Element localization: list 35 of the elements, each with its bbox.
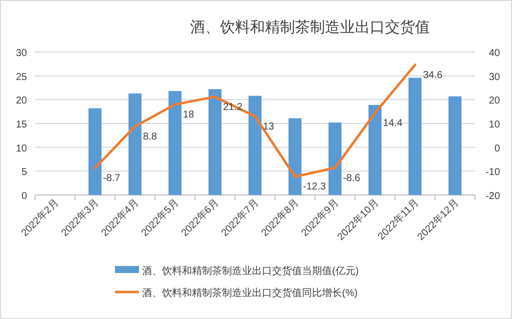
data-label: 18: [183, 109, 195, 120]
bar: [408, 78, 422, 195]
y-tick-label: 10: [16, 143, 28, 154]
data-label: 14.4: [383, 118, 403, 130]
y-tick-label: 5: [21, 167, 28, 178]
y-tick-label: 30: [16, 48, 28, 59]
bar: [88, 108, 102, 195]
y2-tick-label: 30: [488, 72, 500, 83]
bar: [248, 96, 262, 195]
y-tick-label: 25: [16, 72, 28, 83]
legend-label: 酒、饮料和精制茶制造业出口交货值同比增长(%): [142, 287, 358, 299]
bar: [448, 96, 462, 195]
y2-tick-label: 40: [488, 48, 500, 59]
y-tick-label: 0: [21, 191, 28, 202]
y2-tick-label: -20: [486, 191, 500, 202]
legend-label: 酒、饮料和精制茶制造业出口交货值当期值(亿元): [142, 265, 359, 277]
chart-title: 酒、饮料和精制茶制造业出口交货值: [190, 19, 430, 36]
bar: [368, 104, 382, 195]
bar: [288, 118, 302, 195]
data-label: 8.8: [143, 131, 158, 142]
y2-tick-label: 0: [494, 143, 500, 154]
y2-tick-label: 10: [488, 120, 500, 130]
bar: [328, 122, 342, 195]
data-label: -8.7: [103, 173, 121, 184]
bar: [128, 93, 142, 195]
data-label: -12.3: [303, 182, 326, 193]
y-tick-label: 20: [16, 96, 28, 107]
bar: [208, 89, 222, 195]
data-label: -8.6: [343, 172, 361, 184]
bar: [168, 91, 182, 195]
y-tick-label: 15: [16, 120, 28, 130]
y2-tick-label: 20: [488, 96, 500, 107]
y2-tick-label: -10: [486, 167, 500, 178]
data-label: 13: [263, 121, 275, 132]
data-label: 34.6: [423, 70, 443, 81]
